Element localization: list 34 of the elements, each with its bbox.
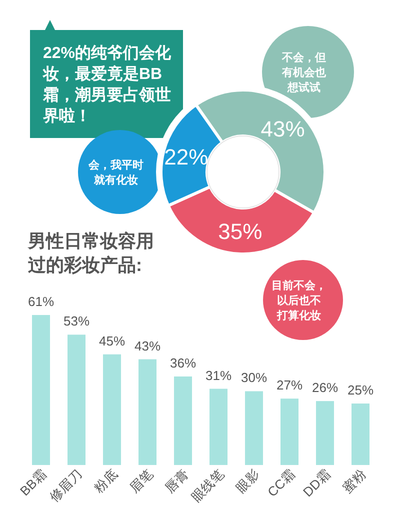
chart-title: 男性日常妆容用过的彩妆产品:: [27, 231, 154, 275]
data-label: 35%: [218, 218, 262, 244]
data-label: 31%: [205, 368, 232, 383]
data-label: 36%: [170, 355, 196, 370]
data-label: 22%: [164, 144, 208, 170]
data-label: 53%: [63, 314, 90, 329]
slice-label: 会，我平时就有化妆: [88, 158, 144, 186]
x-tick-label: 蜜粉: [340, 466, 369, 496]
slice-label: 目前不会，以后也不打算化妆: [272, 279, 326, 322]
slice-label: 不会，但有机会也想试试: [281, 51, 327, 94]
x-tick-label: CC霜: [264, 466, 298, 500]
data-label: 45%: [98, 333, 126, 348]
bar: [32, 315, 50, 465]
bar: [316, 401, 334, 465]
x-tick-label: 眉笔: [126, 466, 156, 496]
bar: [245, 391, 263, 465]
x-tick-label: 粉底: [91, 466, 120, 496]
bar: [103, 354, 121, 465]
data-label: 30%: [240, 370, 268, 386]
data-label: 43%: [260, 116, 305, 142]
x-tick-label: 眼影: [233, 466, 262, 496]
x-tick-label: DD霜: [300, 466, 334, 500]
data-label: 43%: [134, 338, 161, 354]
bar: [174, 376, 192, 465]
bar: [352, 404, 370, 465]
data-label: 26%: [312, 380, 338, 396]
data-label: 25%: [347, 382, 374, 398]
callout: 22%的纯爷们会化妆，最爱竟是BB霜，潮男要占领世界啦！: [30, 20, 183, 138]
data-label: 61%: [28, 294, 54, 309]
bar: [138, 359, 156, 465]
data-label: 27%: [276, 378, 303, 393]
bar: [68, 334, 86, 465]
bar: [280, 398, 298, 465]
bar: [210, 388, 228, 465]
